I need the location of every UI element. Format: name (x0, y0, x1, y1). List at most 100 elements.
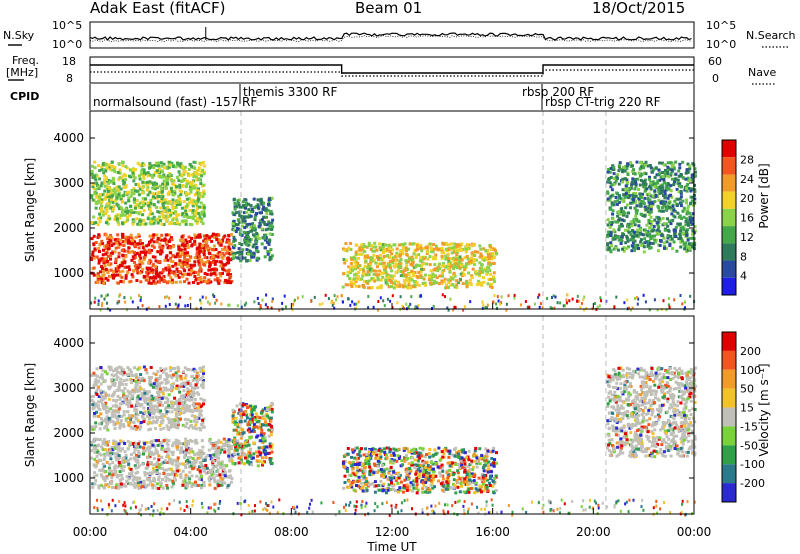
echo-cell (423, 273, 427, 277)
echo-cell (115, 241, 119, 245)
echo-cell (157, 168, 161, 171)
echo-cell (632, 168, 635, 172)
echo-cell (263, 255, 267, 259)
echo-cell (115, 217, 119, 221)
clutter-cell (399, 295, 402, 299)
echo-cell (458, 246, 462, 250)
echo-cell (643, 205, 647, 209)
echo-cell (203, 263, 207, 267)
echo-cell (124, 255, 128, 259)
clutter-cell (493, 294, 496, 298)
echo-cell (119, 187, 123, 191)
echo-cell (657, 189, 661, 193)
echo-cell (245, 259, 249, 263)
echo-cell (231, 245, 235, 249)
echo-cell (202, 203, 206, 207)
echo-cell (381, 257, 385, 261)
echo-cell (175, 218, 179, 222)
echo-cell (686, 219, 690, 223)
echo-cell (208, 454, 212, 458)
echo-cell (637, 188, 640, 191)
echo-cell (193, 256, 197, 260)
echo-cell (106, 202, 110, 206)
echo-cell (101, 273, 105, 277)
echo-cell (159, 481, 162, 485)
echo-cell (488, 245, 492, 249)
echo-cell (156, 221, 160, 225)
echo-cell (398, 261, 402, 265)
echo-cell (138, 263, 142, 267)
echo-cell (121, 460, 124, 464)
clutter-cell (103, 297, 106, 301)
echo-cell (657, 225, 661, 229)
echo-cell (629, 201, 633, 205)
echo-cell (218, 279, 222, 283)
echo-cell (682, 206, 686, 210)
echo-cell (427, 278, 431, 281)
echo-cell (133, 458, 137, 462)
echo-cell (643, 163, 647, 167)
echo-cell (406, 286, 410, 290)
echo-cell (197, 197, 201, 201)
echo-cell (382, 251, 385, 255)
echo-cell (661, 206, 664, 210)
echo-cell (108, 454, 112, 457)
echo-cell (95, 460, 99, 464)
echo-cell (91, 185, 95, 189)
echo-cell (435, 247, 439, 251)
echo-cell (486, 282, 490, 286)
echo-cell (471, 260, 475, 264)
echo-cell (177, 213, 181, 217)
echo-cell (648, 234, 652, 238)
echo-cell (93, 192, 97, 196)
echo-cell (454, 258, 458, 262)
echo-cell (685, 217, 689, 221)
echo-cell (342, 272, 346, 276)
echo-cell (208, 483, 212, 487)
clutter-cell (174, 302, 177, 306)
echo-cell (203, 276, 207, 280)
echo-cell (634, 214, 638, 218)
echo-cell (101, 469, 105, 473)
echo-cell (658, 230, 662, 234)
echo-cell (166, 215, 170, 219)
echo-cell (92, 256, 96, 260)
echo-cell (104, 443, 108, 447)
echo-cell (350, 268, 354, 272)
echo-cell (262, 205, 266, 209)
clutter-cell (347, 297, 350, 301)
echo-cell (138, 219, 142, 223)
echo-cell (625, 167, 629, 171)
clutter-cell (594, 302, 596, 305)
echo-cell (195, 221, 199, 225)
clutter-cell (104, 294, 107, 298)
echo-cell (125, 265, 129, 269)
echo-cell (653, 175, 657, 179)
echo-cell (162, 206, 166, 210)
clutter-cell (644, 300, 647, 304)
echo-cell (391, 248, 395, 252)
clutter-cell (485, 306, 488, 310)
echo-cell (608, 234, 612, 238)
echo-cell (164, 266, 168, 270)
clutter-cell (266, 305, 269, 309)
echo-cell (644, 230, 648, 234)
echo-cell (270, 221, 274, 225)
clutter-cell (367, 295, 370, 298)
echo-cell (442, 264, 446, 268)
echo-cell (259, 200, 263, 204)
echo-cell (130, 250, 134, 254)
echo-cell (197, 192, 201, 196)
echo-cell (191, 184, 195, 188)
echo-cell (176, 445, 180, 449)
echo-cell (176, 456, 180, 460)
echo-cell (183, 479, 187, 483)
clutter-cell (453, 305, 456, 309)
echo-cell (124, 236, 128, 239)
echo-cell (95, 448, 99, 452)
clutter-cell (409, 302, 412, 306)
echo-cell (155, 462, 158, 466)
echo-cell (240, 255, 244, 259)
echo-cell (146, 402, 150, 406)
echo-cell (164, 207, 168, 211)
